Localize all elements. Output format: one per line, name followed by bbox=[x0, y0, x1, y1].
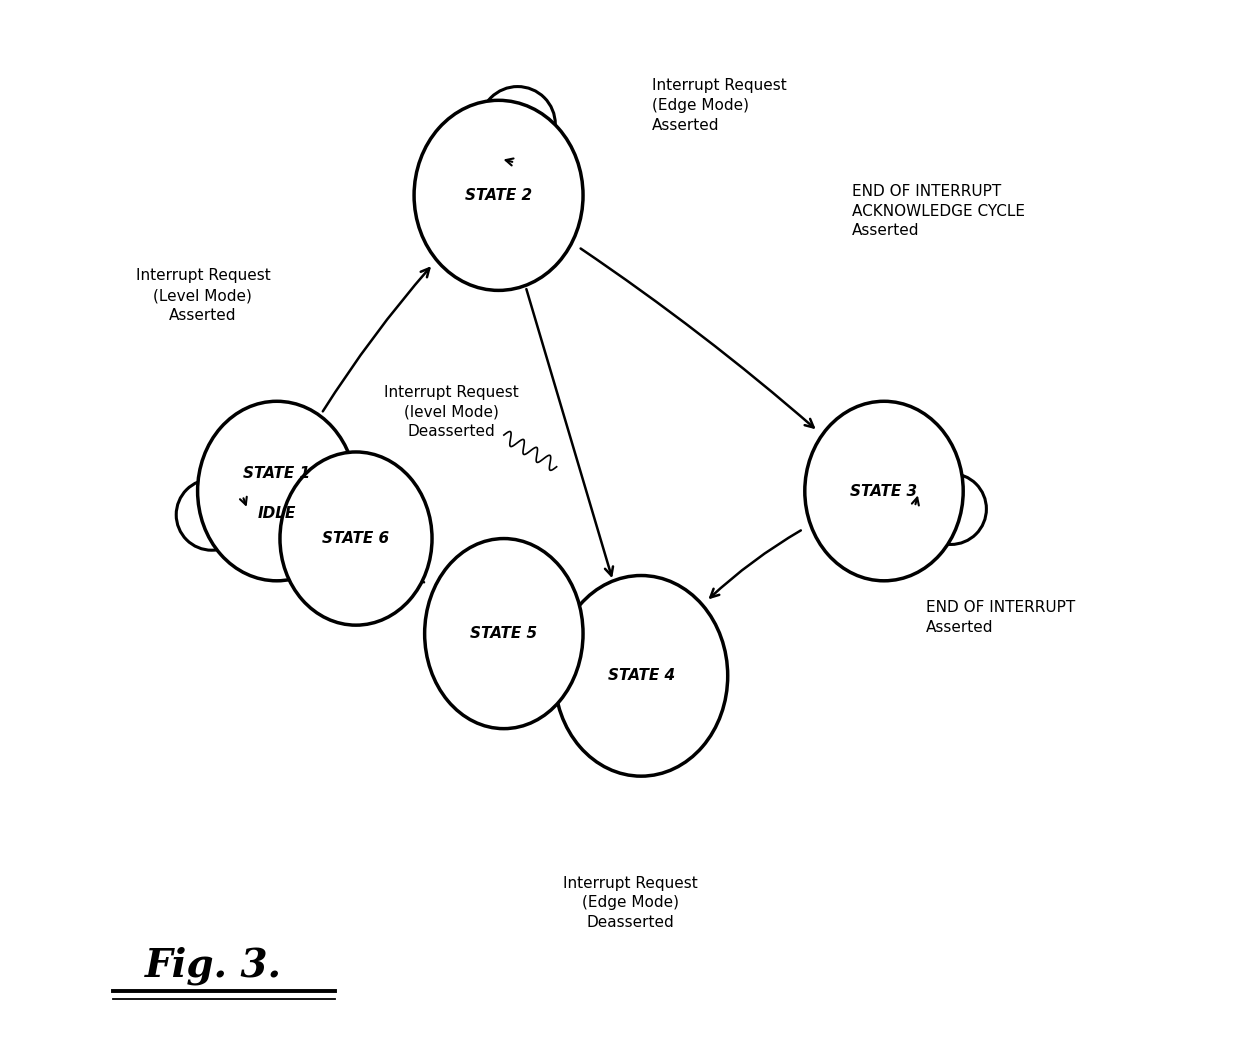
Text: Interrupt Request
(Edge Mode)
Asserted: Interrupt Request (Edge Mode) Asserted bbox=[652, 78, 786, 133]
Ellipse shape bbox=[414, 100, 583, 290]
FancyArrowPatch shape bbox=[506, 633, 544, 646]
Text: STATE 2: STATE 2 bbox=[465, 188, 532, 203]
FancyArrowPatch shape bbox=[580, 248, 813, 428]
FancyArrowPatch shape bbox=[358, 540, 424, 582]
Ellipse shape bbox=[280, 452, 432, 625]
Text: END OF INTERRUPT
ACKNOWLEDGE CYCLE
Asserted: END OF INTERRUPT ACKNOWLEDGE CYCLE Asser… bbox=[852, 184, 1025, 239]
FancyArrowPatch shape bbox=[526, 289, 613, 576]
Text: Interrupt Request
(Edge Mode)
Deasserted: Interrupt Request (Edge Mode) Deasserted bbox=[563, 875, 698, 930]
Text: STATE 6: STATE 6 bbox=[322, 531, 389, 546]
Text: STATE 3: STATE 3 bbox=[851, 484, 918, 498]
FancyArrowPatch shape bbox=[322, 268, 429, 412]
Text: STATE 4: STATE 4 bbox=[608, 668, 675, 683]
Text: Fig. 3.: Fig. 3. bbox=[145, 947, 281, 985]
Ellipse shape bbox=[424, 539, 583, 729]
FancyArrowPatch shape bbox=[279, 492, 289, 501]
Text: END OF INTERRUPT
Asserted: END OF INTERRUPT Asserted bbox=[926, 601, 1075, 635]
Ellipse shape bbox=[197, 401, 356, 581]
Text: STATE 1: STATE 1 bbox=[243, 466, 310, 480]
FancyArrowPatch shape bbox=[711, 530, 801, 598]
Text: STATE 5: STATE 5 bbox=[470, 626, 537, 641]
Text: Interrupt Request
(Level Mode)
Asserted: Interrupt Request (Level Mode) Asserted bbox=[135, 268, 270, 323]
Ellipse shape bbox=[554, 576, 728, 776]
Ellipse shape bbox=[805, 401, 963, 581]
Text: Interrupt Request
(level Mode)
Deasserted: Interrupt Request (level Mode) Deasserte… bbox=[383, 384, 518, 439]
Text: IDLE: IDLE bbox=[258, 506, 296, 521]
